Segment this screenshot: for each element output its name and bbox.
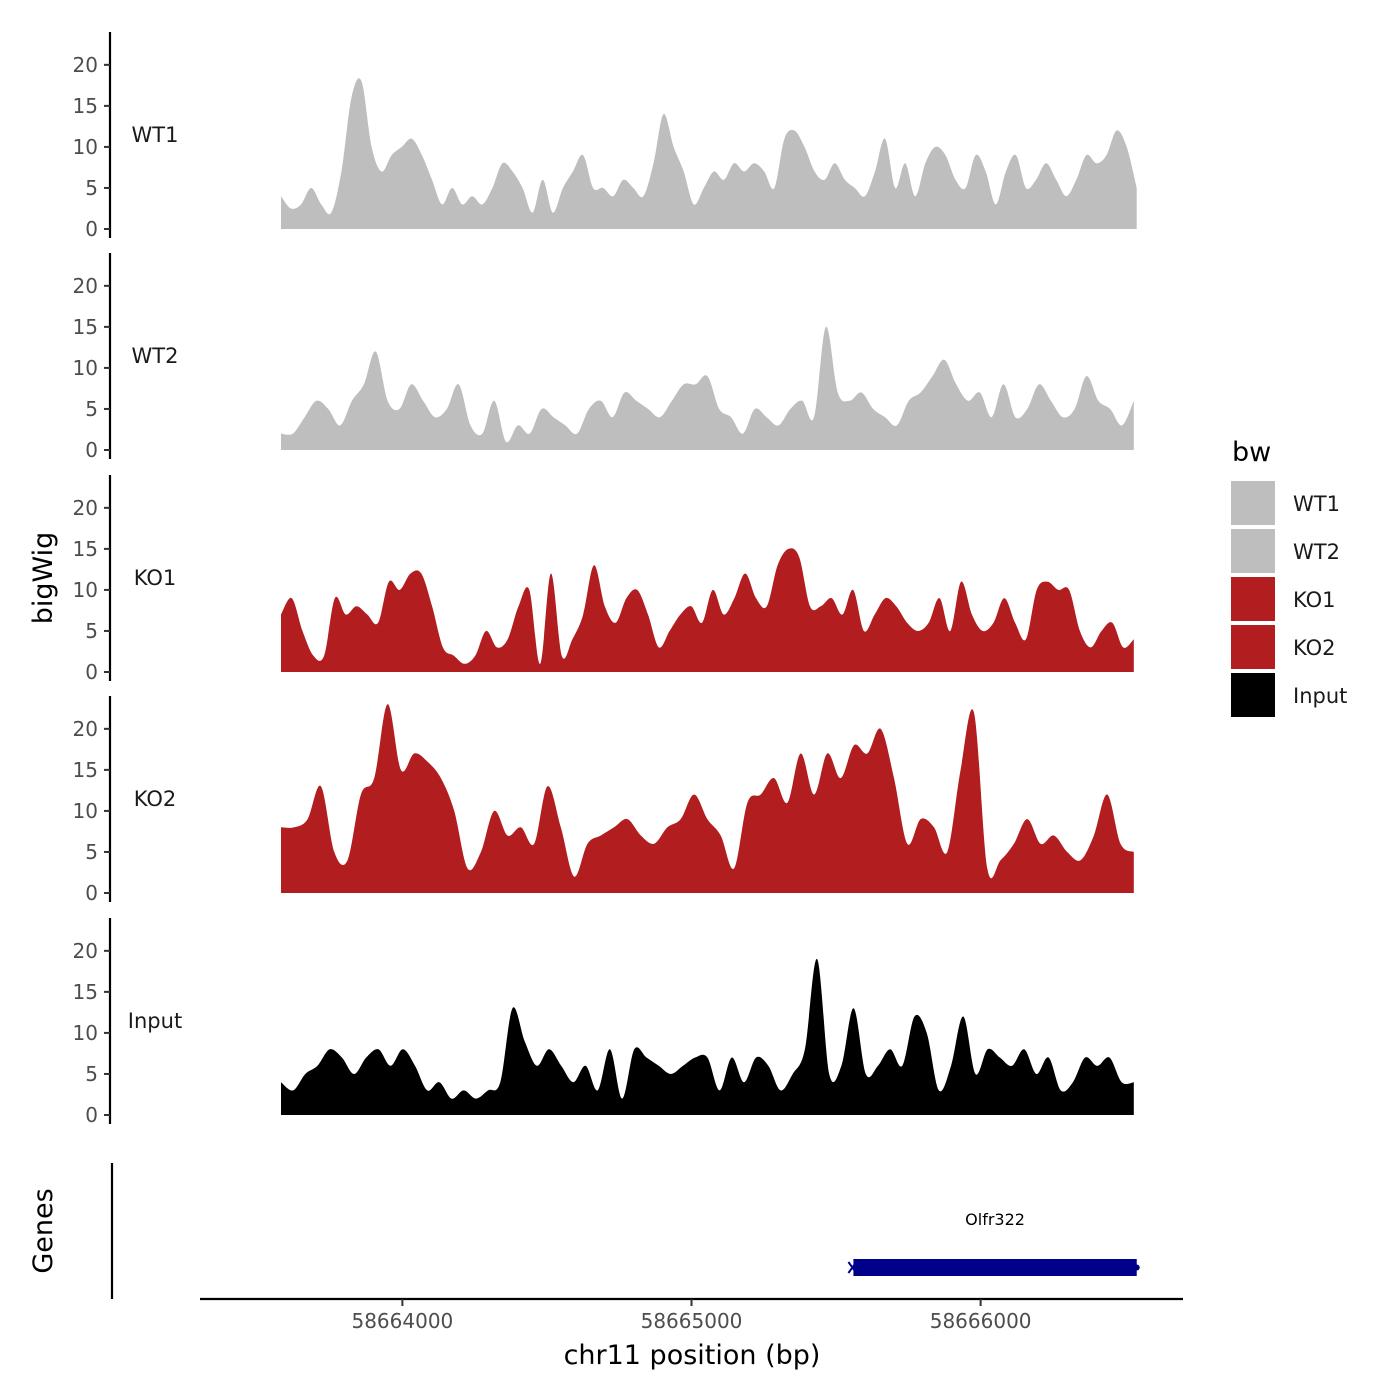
track-label-ko1: KO1 (134, 566, 177, 590)
legend-label-ko1: KO1 (1293, 588, 1336, 612)
legend: bw WT1 WT2 KO1 KO2 Input (1231, 437, 1347, 717)
y-tick-label: 0 (85, 881, 98, 905)
y-axis-title: bigWig (28, 532, 59, 625)
y-tick-label: 5 (85, 397, 98, 421)
x-axis-title: chr11 position (bp) (564, 1340, 821, 1371)
coverage-area-input (281, 958, 1134, 1115)
y-tick-label: 0 (85, 1103, 98, 1127)
coverage-area-ko2 (281, 704, 1134, 893)
legend-key-wt2 (1231, 529, 1275, 573)
x-axis: 58664000 58665000 58666000 (200, 1297, 1183, 1333)
coverage-tracks: 0 5 10 15 20 WT1 0 5 10 15 20 WT2 0 5 10 15 20 KO1 0 5 10 15 2… (73, 32, 1137, 1127)
legend-key-input (1231, 673, 1275, 717)
y-tick-label: 0 (85, 217, 98, 241)
legend-label-wt2: WT2 (1293, 540, 1340, 564)
y-tick-label: 5 (85, 840, 98, 864)
gene-annotation: Olfr322 (847, 1210, 1140, 1276)
y-tick-label: 20 (73, 496, 98, 520)
y-tick-label: 10 (73, 1021, 98, 1045)
y-tick-label: 20 (73, 717, 98, 741)
track-label-wt1: WT1 (132, 123, 179, 147)
y-tick-label: 10 (73, 578, 98, 602)
genes-panel-title: Genes (28, 1188, 59, 1273)
y-tick-label: 10 (73, 799, 98, 823)
legend-key-ko2 (1231, 625, 1275, 669)
x-tick-label: 58666000 (930, 1309, 1032, 1333)
y-tick-label: 20 (73, 274, 98, 298)
coverage-area-wt2 (281, 326, 1134, 450)
legend-title: bw (1232, 437, 1271, 468)
x-tick-label: 58665000 (641, 1309, 743, 1333)
gene-label: Olfr322 (965, 1210, 1025, 1229)
y-tick-label: 15 (73, 94, 98, 118)
y-tick-label: 5 (85, 619, 98, 643)
y-tick-label: 15 (73, 758, 98, 782)
y-tick-label: 20 (73, 53, 98, 77)
track-label-wt2: WT2 (132, 344, 179, 368)
track-ko1: 0 5 10 15 20 KO1 (73, 475, 1134, 684)
y-tick-label: 10 (73, 135, 98, 159)
legend-label-wt1: WT1 (1293, 492, 1340, 516)
y-tick-label: 20 (73, 939, 98, 963)
y-tick-label: 10 (73, 356, 98, 380)
y-tick-label: 5 (85, 176, 98, 200)
track-ko2: 0 5 10 15 20 KO2 (73, 696, 1134, 905)
y-tick-label: 15 (73, 980, 98, 1004)
genes-panel: Genes Olfr322 (28, 1163, 1140, 1299)
legend-key-wt1 (1231, 481, 1275, 525)
legend-label-input: Input (1293, 684, 1347, 708)
y-tick-label: 0 (85, 660, 98, 684)
track-label-input: Input (128, 1009, 182, 1033)
y-tick-label: 0 (85, 438, 98, 462)
gene-strand-marker (847, 1261, 858, 1274)
coverage-area-wt1 (281, 78, 1137, 229)
gene-body (853, 1259, 1137, 1276)
legend-key-ko1 (1231, 577, 1275, 621)
track-wt1: 0 5 10 15 20 WT1 (73, 32, 1137, 241)
track-label-ko2: KO2 (134, 787, 177, 811)
legend-label-ko2: KO2 (1293, 636, 1336, 660)
track-input: 0 5 10 15 20 Input (73, 918, 1134, 1127)
y-tick-label: 15 (73, 537, 98, 561)
y-tick-label: 15 (73, 315, 98, 339)
x-tick-label: 58664000 (351, 1309, 453, 1333)
y-tick-label: 5 (85, 1062, 98, 1086)
track-wt2: 0 5 10 15 20 WT2 (73, 253, 1134, 462)
gene-end-marker (1133, 1264, 1140, 1271)
coverage-area-ko1 (281, 548, 1134, 672)
